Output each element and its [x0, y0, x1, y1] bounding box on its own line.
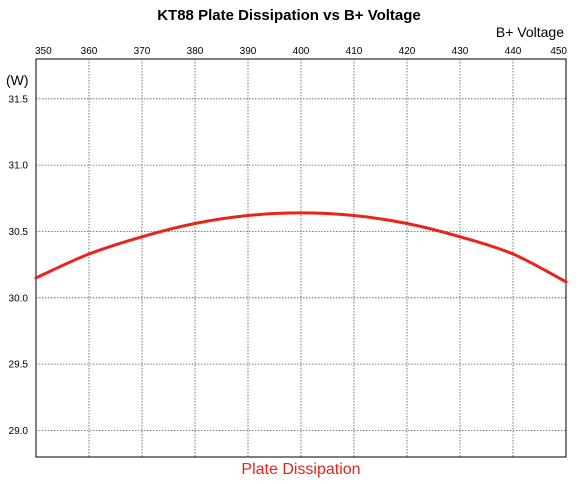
x-tick-430: 430: [452, 46, 469, 57]
vertical-gridlines: [88, 59, 514, 457]
x-tick-350: 350: [35, 46, 52, 57]
data-point-370: [140, 235, 144, 239]
x-tick-380: 380: [187, 46, 204, 57]
x-axis-label: B+ Voltage: [496, 24, 564, 40]
x-tick-450: 450: [550, 46, 567, 57]
y-tick-30.5: 30.5: [9, 227, 29, 238]
x-tick-labels: 350 360 370 380 390 400 410 420 430 440 450: [35, 46, 567, 57]
data-point-350: [34, 276, 38, 280]
data-point-410: [352, 214, 356, 218]
x-tick-390: 390: [240, 46, 257, 57]
data-point-450: [564, 280, 568, 284]
x-tick-410: 410: [346, 46, 363, 57]
x-tick-440: 440: [505, 46, 522, 57]
series-layer: [34, 211, 568, 284]
y-axis-label: (W): [6, 72, 29, 88]
x-tick-400: 400: [293, 46, 310, 57]
data-point-420: [405, 222, 409, 226]
x-tick-360: 360: [81, 46, 98, 57]
data-point-380: [193, 222, 197, 226]
y-tick-31.0: 31.0: [9, 161, 29, 172]
legend-label-plate-dissipation: Plate Dissipation: [241, 461, 360, 478]
chart-title: KT88 Plate Dissipation vs B+ Voltage: [157, 7, 421, 24]
x-tick-370: 370: [134, 46, 151, 57]
data-point-440: [511, 252, 515, 256]
y-tick-29.0: 29.0: [9, 426, 29, 437]
y-tick-29.5: 29.5: [9, 360, 29, 371]
y-tick-labels: 29.0 29.5 30.0 30.5 31.0 31.5: [9, 94, 29, 437]
data-point-360: [87, 252, 91, 256]
horizontal-gridlines: [36, 98, 566, 431]
data-point-400: [299, 211, 303, 215]
y-tick-31.5: 31.5: [9, 94, 29, 105]
x-tick-420: 420: [399, 46, 416, 57]
data-point-390: [246, 214, 250, 218]
data-point-430: [458, 235, 462, 239]
y-tick-30.0: 30.0: [9, 293, 29, 304]
